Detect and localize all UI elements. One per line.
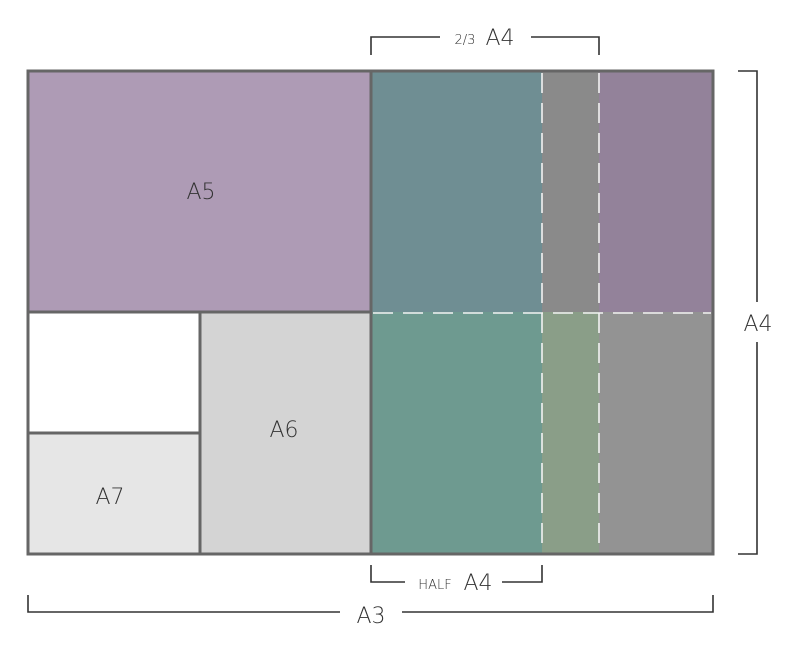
dimension-brackets (27, 36, 758, 613)
half-label: A4 (463, 571, 492, 596)
a6-region (200, 312, 371, 554)
a4-bracket-top (738, 70, 758, 302)
gray-top-region (542, 71, 599, 312)
a3-bracket-right (402, 595, 714, 613)
dashed-guides (373, 73, 711, 552)
a5-label: A5 (186, 180, 215, 205)
a3-bracket-left (27, 595, 340, 613)
half-prefix: HALF (418, 578, 451, 593)
purple-top-region (599, 71, 713, 312)
a6-label: A6 (269, 418, 298, 443)
two-thirds-bracket-left (370, 36, 440, 55)
green-bottom-region (542, 312, 599, 554)
a3-outline (26, 69, 715, 556)
teal-bottom-region (371, 312, 542, 554)
half-bracket-right (502, 565, 543, 583)
two-thirds-fraction: 2/3 (455, 33, 476, 48)
paper-regions (28, 71, 713, 554)
a3-label: A3 (356, 604, 385, 629)
a4-side-label: A4 (743, 312, 772, 337)
a7-label: A7 (95, 485, 124, 510)
blank-region (28, 312, 200, 433)
teal-top-region (371, 71, 542, 312)
half-bracket-left (370, 565, 405, 583)
two-thirds-bracket-right (531, 36, 600, 55)
a5-region (28, 71, 371, 312)
two-thirds-label: A4 (485, 26, 514, 51)
solid-borders (26, 69, 715, 556)
dimension-labels: 2/3 A4 HALF A4 A3 A4 (356, 26, 772, 629)
gray-bottom-region (599, 312, 713, 554)
a4-bracket-bottom (738, 342, 758, 555)
a7-region (28, 433, 200, 554)
region-labels: A5 A6 A7 (95, 180, 298, 510)
